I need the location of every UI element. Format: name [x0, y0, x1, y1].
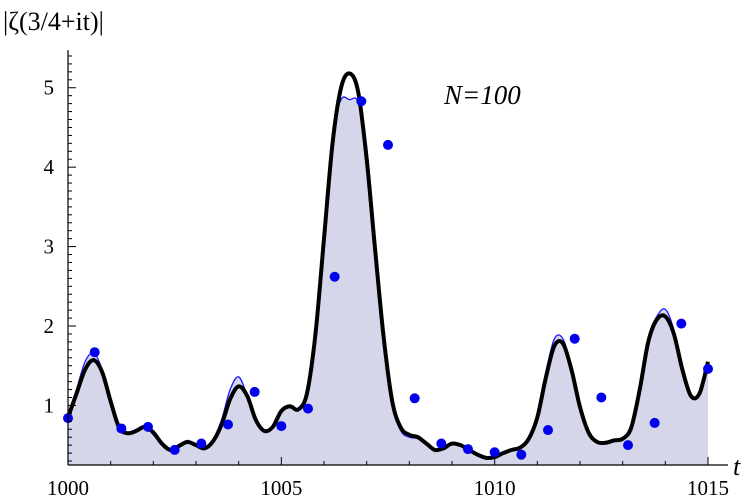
y-tick-label: 3 [44, 235, 55, 259]
data-point [516, 449, 527, 460]
x-ticks: 1000 1005 1010 1015 [47, 457, 729, 500]
y-tick-label: 4 [44, 155, 55, 179]
axes: 1000 1005 1010 1015 1 2 3 4 5 [44, 50, 729, 500]
y-tick-label: 2 [44, 314, 55, 338]
data-point [276, 421, 287, 432]
data-point [356, 96, 367, 107]
data-point [676, 318, 687, 329]
x-tick-label: 1005 [260, 476, 302, 500]
y-ticks: 1 2 3 4 5 [44, 55, 76, 462]
data-point [596, 392, 607, 403]
data-point [89, 347, 100, 358]
data-point [383, 139, 393, 150]
markers [63, 96, 713, 460]
data-point [569, 333, 580, 344]
data-point [436, 438, 447, 449]
data-point [223, 419, 233, 430]
x-tick-label: 1015 [687, 476, 729, 500]
plot-area [63, 71, 713, 465]
x-tick-label: 1010 [474, 476, 516, 500]
y-tick-label: 5 [44, 76, 55, 100]
data-point [196, 438, 207, 449]
x-axis-title: t [733, 452, 741, 481]
data-point [489, 447, 500, 458]
data-point [143, 421, 153, 432]
data-point [169, 444, 180, 455]
y-tick-label: 1 [44, 393, 55, 417]
data-point [463, 444, 473, 455]
data-point [329, 271, 340, 282]
data-point [649, 417, 660, 428]
data-point [249, 386, 260, 397]
data-point [409, 393, 420, 404]
data-point [116, 423, 127, 434]
data-point [623, 440, 633, 451]
n-annotation: N=100 [443, 80, 521, 110]
x-tick-label: 1000 [47, 476, 89, 500]
area-fill [68, 96, 708, 465]
data-point [703, 363, 713, 374]
y-axis-title: |ζ(3/4+it)| [3, 7, 104, 36]
data-point [543, 425, 553, 436]
data-point [303, 403, 313, 414]
